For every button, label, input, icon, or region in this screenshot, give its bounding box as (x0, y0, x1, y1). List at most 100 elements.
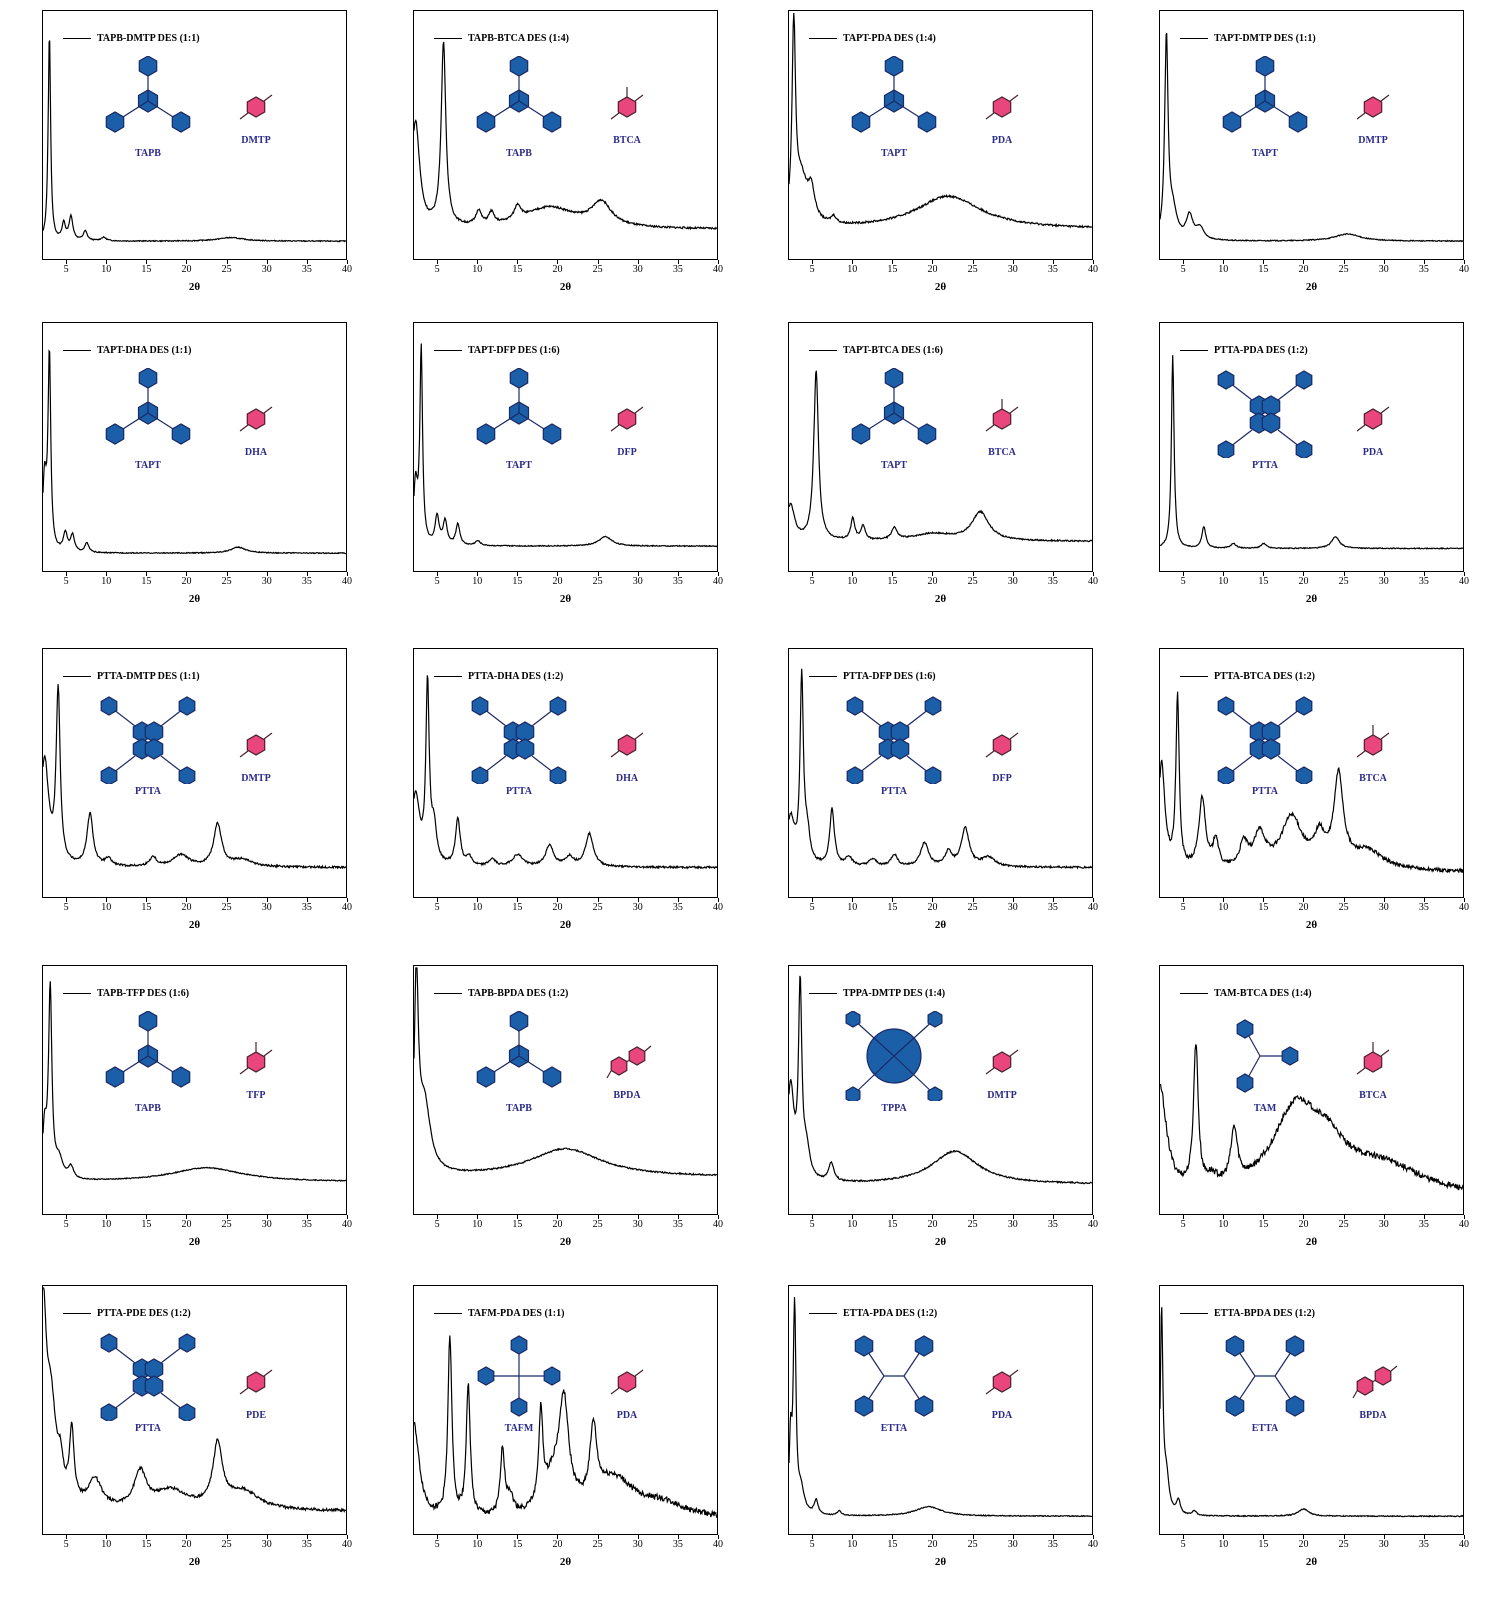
triphenyltriazine-triamine-icon (476, 368, 562, 445)
x-tick-mark (972, 1535, 974, 1539)
legend-text: TAPB-TFP DES (1:6) (97, 988, 190, 999)
x-tick-label: 10 (472, 1539, 483, 1550)
x-tick-mark (1093, 572, 1094, 576)
x-tick-mark (597, 1215, 599, 1219)
legend-text: PTTA-BTCA DES (1:2) (1214, 671, 1315, 682)
x-tick-mark (892, 1215, 894, 1219)
tetraphenylethylene-tetraamine-icon (854, 1335, 934, 1417)
x-tick-mark (1183, 1535, 1185, 1539)
xrd-plot (43, 1287, 347, 1513)
amine-name: TAPB (135, 148, 161, 159)
x-tick-mark (1343, 898, 1345, 902)
amine-name: PTTA (1252, 460, 1278, 471)
x-tick-label: 20 (1298, 902, 1309, 913)
tetraphenylmethane-tetraamine-icon (477, 1335, 561, 1417)
xrd-panel: PTTA-DHA DES (1:2) PTTA DHA 5 10 15 20 25 30 35 40… (371, 638, 746, 958)
x-tick-mark (812, 1535, 814, 1539)
x-tick-mark (437, 1215, 439, 1219)
x-tick-label: 10 (101, 264, 112, 275)
x-tick-mark (106, 1535, 108, 1539)
x-tick-mark (1223, 260, 1225, 264)
x-tick-mark (1464, 898, 1465, 902)
triphenyltriazine-triamine-icon (1222, 56, 1308, 133)
aldehyde-name: BPDA (613, 1090, 641, 1101)
x-tick-mark (347, 1535, 348, 1539)
x-tick-mark (812, 1215, 814, 1219)
amine-name: PTTA (1252, 786, 1278, 797)
xrd-trace (788, 975, 1093, 1185)
x-tick-label: 35 (1047, 576, 1058, 587)
x-tick-mark (477, 260, 479, 264)
x-axis-label: 2θ (1305, 593, 1318, 605)
x-axis-label: 2θ (188, 1236, 201, 1248)
aldehyde-name: PDA (616, 1410, 638, 1421)
legend-text: TPPA-DMTP DES (1:4) (843, 988, 946, 999)
aldehyde-name: BTCA (1359, 773, 1387, 784)
x-tick-mark (437, 1535, 439, 1539)
x-axis-ticks: 5 10 15 20 25 30 35 40 (413, 260, 723, 275)
xrd-panel: PTTA-PDE DES (1:2) PTTA PDE 5 10 15 20 25 30 35 40… (0, 1275, 375, 1595)
x-tick-label: 40 (1459, 1219, 1469, 1230)
x-tick-label: 40 (1088, 902, 1098, 913)
amine-name: TAPT (506, 460, 532, 471)
x-tick-label: 35 (672, 264, 683, 275)
x-tick-mark (146, 898, 148, 902)
legend-line (63, 993, 91, 994)
xrd-plot (1159, 355, 1464, 550)
amine-name: TAPT (881, 148, 907, 159)
x-tick-mark (852, 260, 854, 264)
legend-line (1180, 993, 1208, 994)
x-tick-label: 5 (809, 1539, 815, 1550)
benzene-tricarbaldehyde-icon (1356, 725, 1390, 758)
x-tick-mark (1052, 1535, 1054, 1539)
x-tick-label: 30 (261, 902, 272, 913)
x-tick-mark (1423, 260, 1425, 264)
x-tick-mark (1052, 260, 1054, 264)
x-axis-label: 2θ (559, 593, 572, 605)
tetraphenylethylene-tetraamine-icon (1225, 1335, 1305, 1417)
x-tick-label: 5 (809, 264, 815, 275)
plot-frame: TAPT-PDA DES (1:4) TAPT PDA (788, 10, 1093, 260)
x-axis-ticks: 5 10 15 20 25 30 35 40 (42, 898, 352, 913)
plot-frame: TPPA-DMTP DES (1:4) TPPA DMTP (788, 965, 1093, 1215)
x-tick-label: 20 (1298, 1539, 1309, 1550)
x-tick-mark (1303, 898, 1305, 902)
x-tick-label: 25 (221, 576, 232, 587)
x-axis-ticks: 5 10 15 20 25 30 35 40 (413, 1535, 723, 1550)
x-axis-ticks: 5 10 15 20 25 30 35 40 (42, 572, 352, 587)
x-tick-label: 25 (592, 264, 603, 275)
x-tick-label: 35 (301, 1539, 312, 1550)
xrd-panel: TAPT-DHA DES (1:1) TAPT DHA 5 10 15 20 25 30 35 40… (0, 312, 375, 632)
x-tick-label: 30 (1007, 576, 1018, 587)
aldehyde-name: DHA (244, 447, 268, 458)
x-tick-mark (1052, 1215, 1054, 1219)
aldehyde-name: PDA (991, 135, 1013, 146)
x-tick-label: 30 (632, 576, 643, 587)
x-tick-mark (852, 1215, 854, 1219)
x-tick-mark (677, 260, 679, 264)
x-tick-label: 40 (342, 1539, 352, 1550)
x-tick-label: 10 (847, 1539, 858, 1550)
x-tick-label: 30 (632, 1219, 643, 1230)
x-axis-label: 2θ (934, 1556, 947, 1568)
x-tick-mark (1052, 572, 1054, 576)
legend-line (434, 1313, 462, 1314)
x-tick-label: 15 (141, 902, 152, 913)
x-tick-mark (347, 572, 348, 576)
legend: PTTA-DHA DES (1:2) (434, 671, 563, 682)
x-tick-mark (306, 898, 308, 902)
triphenyltriazine-triamine-icon (105, 368, 191, 445)
aldehyde-name: PDA (1362, 447, 1384, 458)
pyrene-tetraamine-icon (100, 696, 196, 784)
x-tick-label: 25 (1338, 576, 1349, 587)
legend: PTTA-PDE DES (1:2) (63, 1308, 191, 1319)
xrd-plot (788, 975, 1093, 1185)
amine-name: TAFM (504, 1423, 534, 1434)
x-tick-mark (186, 898, 188, 902)
x-tick-label: 15 (887, 576, 898, 587)
x-tick-mark (1383, 572, 1385, 576)
legend-line (63, 1313, 91, 1314)
x-tick-label: 35 (1418, 264, 1429, 275)
amine-name: TAPT (881, 460, 907, 471)
x-tick-label: 30 (632, 902, 643, 913)
